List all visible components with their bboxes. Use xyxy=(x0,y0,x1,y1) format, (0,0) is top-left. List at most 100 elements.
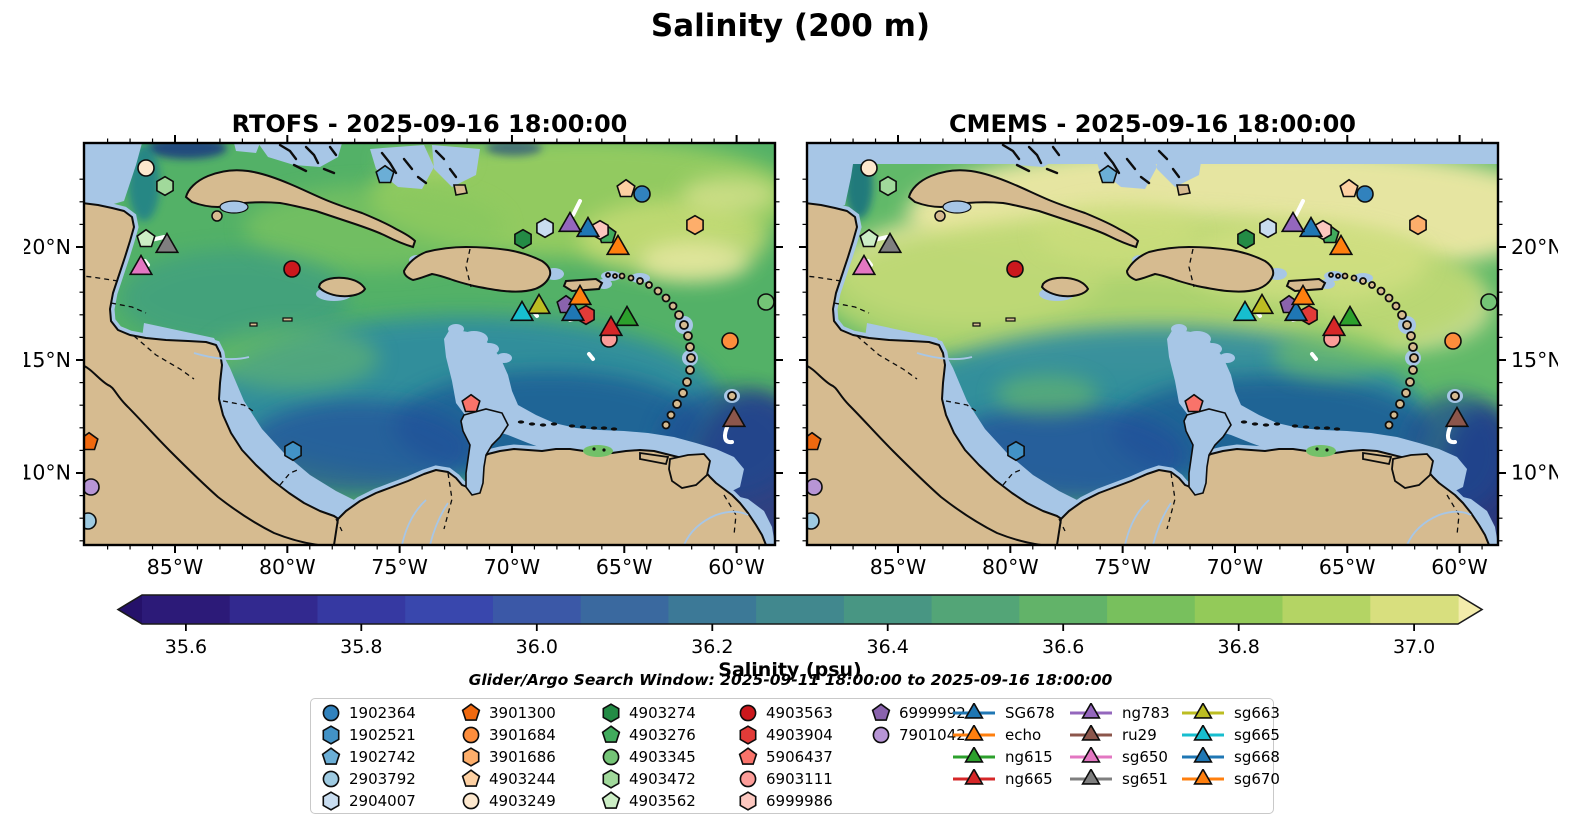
legend-entry-7901042: 7901042 xyxy=(871,725,966,745)
legend-label: 1902742 xyxy=(349,748,416,766)
legend-entry-sg663: sg663 xyxy=(1180,703,1280,723)
legend-label: 6903111 xyxy=(766,770,833,788)
legend-marker-circle-icon xyxy=(322,704,340,722)
platform-legend: 1902364 1902521 1902742 2903792 2904007 39013… xyxy=(310,698,1280,814)
legend-entry-4903472: 4903472 xyxy=(601,769,696,789)
legend-label: ng615 xyxy=(1005,748,1053,766)
legend-label: 3901686 xyxy=(489,748,556,766)
legend-label: 1902364 xyxy=(349,704,416,722)
legend-label: ru29 xyxy=(1122,726,1157,744)
svg-text:36.4: 36.4 xyxy=(867,636,909,658)
cmems-panel-title: CMEMS - 2025-09-16 18:00:00 xyxy=(949,110,1356,138)
svg-text:10°N: 10°N xyxy=(24,461,71,485)
svg-text:35.8: 35.8 xyxy=(340,636,382,658)
svg-text:Salinity (psu): Salinity (psu) xyxy=(718,659,861,681)
legend-entry-4903249: 4903249 xyxy=(461,791,556,811)
svg-text:85°W: 85°W xyxy=(147,555,204,579)
svg-text:36.6: 36.6 xyxy=(1042,636,1084,658)
legend-label: 2903792 xyxy=(349,770,416,788)
legend-label: 6999992 xyxy=(899,704,966,722)
legend-entry-5906437: 5906437 xyxy=(738,747,833,767)
svg-text:60°W: 60°W xyxy=(1431,555,1488,579)
legend-label: ng783 xyxy=(1122,704,1170,722)
rtofs-map: 85°W 80°W 75°W 70°W 65°W 60°W 20°N 15°N 10°N xyxy=(24,135,783,579)
svg-text:15°N: 15°N xyxy=(24,348,71,372)
legend-marker-pentagon-icon xyxy=(871,703,891,721)
svg-text:85°W: 85°W xyxy=(870,555,927,579)
legend-label: sg650 xyxy=(1122,748,1168,766)
svg-text:36.2: 36.2 xyxy=(691,636,733,658)
legend-marker-triangle-icon xyxy=(953,703,995,719)
legend-marker-hexagon-icon xyxy=(602,769,620,789)
svg-text:70°W: 70°W xyxy=(1207,555,1264,579)
legend-entry-3901686: 3901686 xyxy=(461,747,556,767)
legend-marker-triangle-icon xyxy=(1070,703,1112,719)
legend-label: 6999986 xyxy=(766,792,833,810)
legend-entry-3901684: 3901684 xyxy=(461,725,556,745)
legend-entry-4903563: 4903563 xyxy=(738,703,833,723)
svg-text:20°N: 20°N xyxy=(1511,235,1558,259)
legend-marker-pentagon-icon xyxy=(738,747,758,765)
svg-text:75°W: 75°W xyxy=(1094,555,1151,579)
legend-marker-circle-icon xyxy=(872,726,890,744)
legend-marker-triangle-icon xyxy=(953,747,995,763)
legend-marker-pentagon-icon xyxy=(461,769,481,787)
legend-label: 2904007 xyxy=(349,792,416,810)
legend-entry-2904007: 2904007 xyxy=(321,791,416,811)
legend-marker-pentagon-icon xyxy=(321,747,341,765)
legend-marker-triangle-icon xyxy=(1182,725,1224,741)
legend-marker-circle-icon xyxy=(739,770,757,788)
legend-marker-hexagon-icon xyxy=(322,725,340,745)
legend-entry-4903274: 4903274 xyxy=(601,703,696,723)
legend-label: 4903276 xyxy=(629,726,696,744)
legend-label: 4903345 xyxy=(629,748,696,766)
legend-label: 4903562 xyxy=(629,792,696,810)
legend-label: sg663 xyxy=(1234,704,1280,722)
legend-entry-1902742: 1902742 xyxy=(321,747,416,767)
legend-label: sg651 xyxy=(1122,770,1168,788)
legend-marker-circle-icon xyxy=(462,726,480,744)
svg-text:35.6: 35.6 xyxy=(165,636,207,658)
legend-label: 7901042 xyxy=(899,726,966,744)
legend-marker-triangle-icon xyxy=(1070,725,1112,741)
legend-marker-hexagon-icon xyxy=(739,725,757,745)
legend-entry-sg650: sg650 xyxy=(1068,747,1168,767)
svg-text:15°N: 15°N xyxy=(1511,348,1558,372)
svg-text:70°W: 70°W xyxy=(484,555,541,579)
legend-marker-triangle-icon xyxy=(1182,747,1224,763)
legend-entry-6999992: 6999992 xyxy=(871,703,966,723)
legend-marker-pentagon-icon xyxy=(461,703,481,721)
legend-label: 4903563 xyxy=(766,704,833,722)
cmems-map: 85°W 80°W 75°W 70°W 65°W 60°W 20°N 15°N 10°N xyxy=(799,135,1558,579)
legend-marker-triangle-icon xyxy=(1070,747,1112,763)
legend-label: ng665 xyxy=(1005,770,1053,788)
legend-marker-circle-icon xyxy=(322,770,340,788)
legend-entry-4903244: 4903244 xyxy=(461,769,556,789)
legend-label: 4903274 xyxy=(629,704,696,722)
legend-marker-circle-icon xyxy=(602,748,620,766)
legend-marker-triangle-icon xyxy=(1182,769,1224,785)
legend-entry-1902364: 1902364 xyxy=(321,703,416,723)
svg-text:36.8: 36.8 xyxy=(1218,636,1260,658)
legend-label: SG678 xyxy=(1005,704,1055,722)
legend-marker-triangle-icon xyxy=(953,769,995,785)
legend-marker-hexagon-icon xyxy=(322,791,340,811)
svg-text:60°W: 60°W xyxy=(708,555,765,579)
svg-text:65°W: 65°W xyxy=(1319,555,1376,579)
svg-text:75°W: 75°W xyxy=(371,555,428,579)
legend-label: 4903244 xyxy=(489,770,556,788)
legend-entry-4903904: 4903904 xyxy=(738,725,833,745)
legend-marker-triangle-icon xyxy=(1070,769,1112,785)
svg-text:80°W: 80°W xyxy=(259,555,316,579)
legend-entry-4903276: 4903276 xyxy=(601,725,696,745)
legend-entry-SG678: SG678 xyxy=(951,703,1055,723)
legend-marker-triangle-icon xyxy=(1182,703,1224,719)
legend-entry-1902521: 1902521 xyxy=(321,725,416,745)
legend-label: sg670 xyxy=(1234,770,1280,788)
svg-text:36.0: 36.0 xyxy=(516,636,558,658)
legend-entry-4903562: 4903562 xyxy=(601,791,696,811)
salinity-colorbar: 35.6 35.8 36.0 36.2 36.4 36.6 36.8 37.0 Salinity… xyxy=(116,594,1484,681)
legend-marker-hexagon-icon xyxy=(739,791,757,811)
legend-label: 1902521 xyxy=(349,726,416,744)
legend-marker-pentagon-icon xyxy=(601,725,621,743)
